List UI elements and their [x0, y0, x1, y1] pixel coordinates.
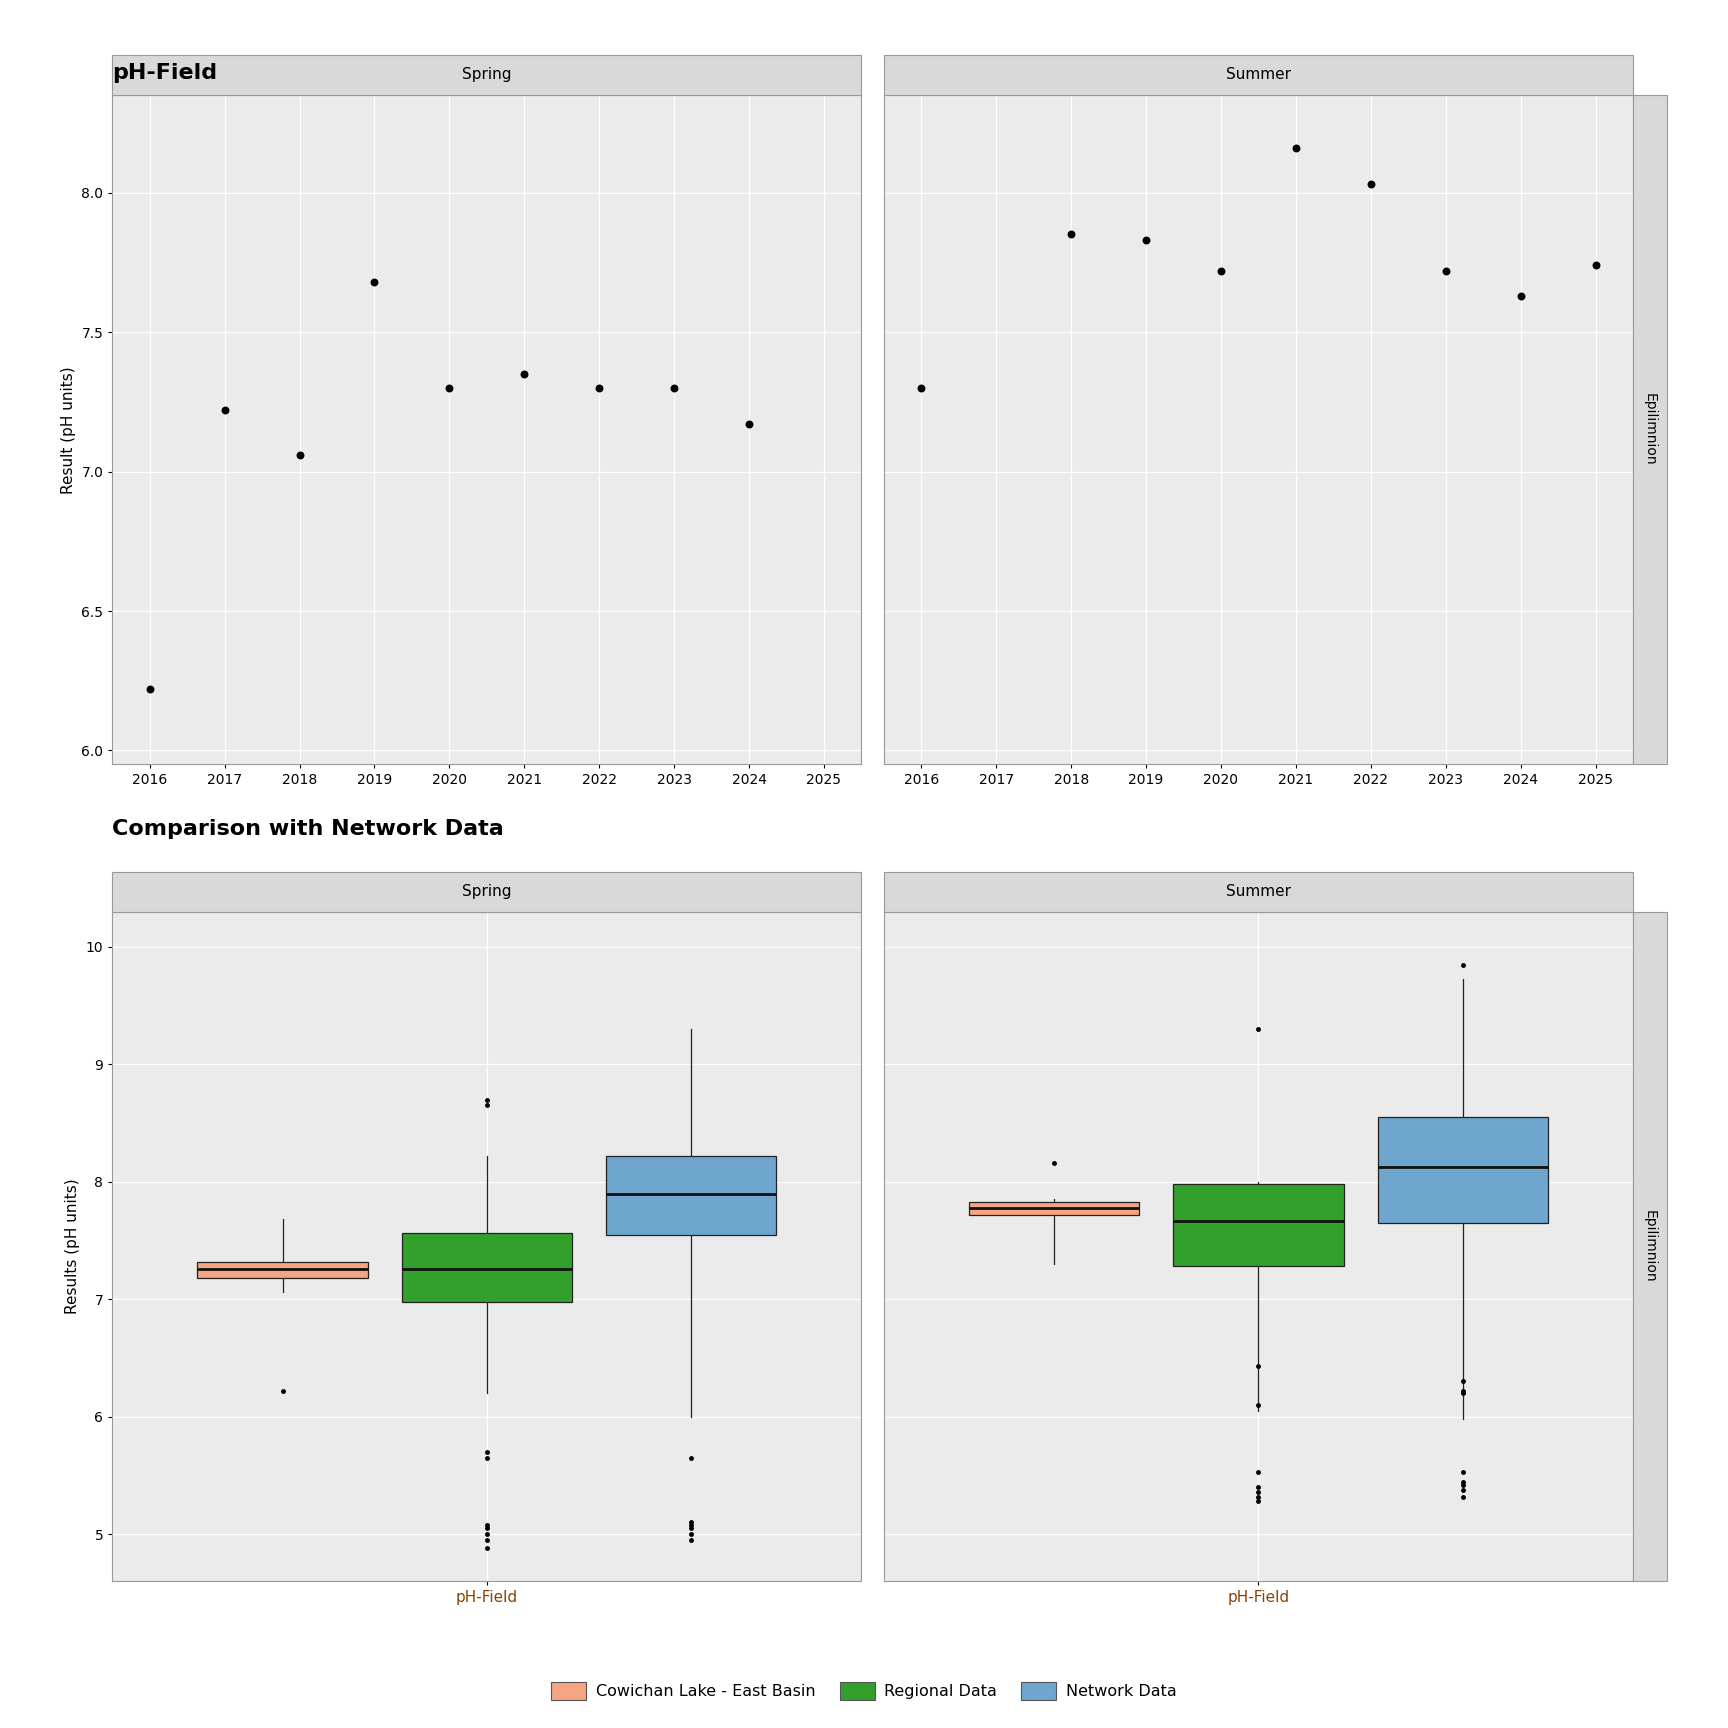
- Legend: Cowichan Lake - East Basin, Regional Data, Network Data: Cowichan Lake - East Basin, Regional Dat…: [544, 1676, 1184, 1706]
- Point: [660, 373, 688, 401]
- FancyBboxPatch shape: [112, 871, 861, 912]
- Point: [586, 373, 613, 401]
- FancyBboxPatch shape: [1633, 912, 1668, 1581]
- Point: [1507, 282, 1534, 309]
- Point: [285, 441, 313, 468]
- Point: [510, 359, 537, 387]
- Text: Epilimnion: Epilimnion: [1643, 1210, 1657, 1282]
- Point: [1058, 221, 1085, 249]
- Text: Summer: Summer: [1225, 67, 1291, 83]
- Y-axis label: Result (pH units): Result (pH units): [60, 366, 76, 494]
- Bar: [1173, 1184, 1344, 1267]
- FancyBboxPatch shape: [885, 55, 1633, 95]
- Y-axis label: Results (pH units): Results (pH units): [66, 1178, 79, 1315]
- FancyBboxPatch shape: [1633, 95, 1668, 764]
- Bar: [401, 1234, 572, 1301]
- Bar: [969, 1201, 1139, 1215]
- Point: [435, 373, 463, 401]
- Point: [1282, 135, 1310, 162]
- Point: [1132, 226, 1159, 254]
- Bar: [197, 1261, 368, 1279]
- Point: [361, 268, 389, 295]
- Point: [907, 373, 935, 401]
- Point: [137, 676, 164, 703]
- Point: [1581, 251, 1609, 278]
- Text: pH-Field: pH-Field: [112, 62, 218, 83]
- Text: Summer: Summer: [1225, 885, 1291, 899]
- Point: [1208, 257, 1236, 285]
- Text: Epilimnion: Epilimnion: [1643, 394, 1657, 467]
- Point: [734, 410, 762, 437]
- Bar: [607, 1156, 776, 1236]
- FancyBboxPatch shape: [885, 871, 1633, 912]
- Point: [1356, 171, 1384, 199]
- Point: [211, 396, 238, 423]
- Text: Comparison with Network Data: Comparison with Network Data: [112, 819, 505, 840]
- Text: Spring: Spring: [461, 885, 511, 899]
- Text: Spring: Spring: [461, 67, 511, 83]
- Bar: [1377, 1118, 1548, 1223]
- Point: [1433, 257, 1460, 285]
- FancyBboxPatch shape: [112, 55, 861, 95]
